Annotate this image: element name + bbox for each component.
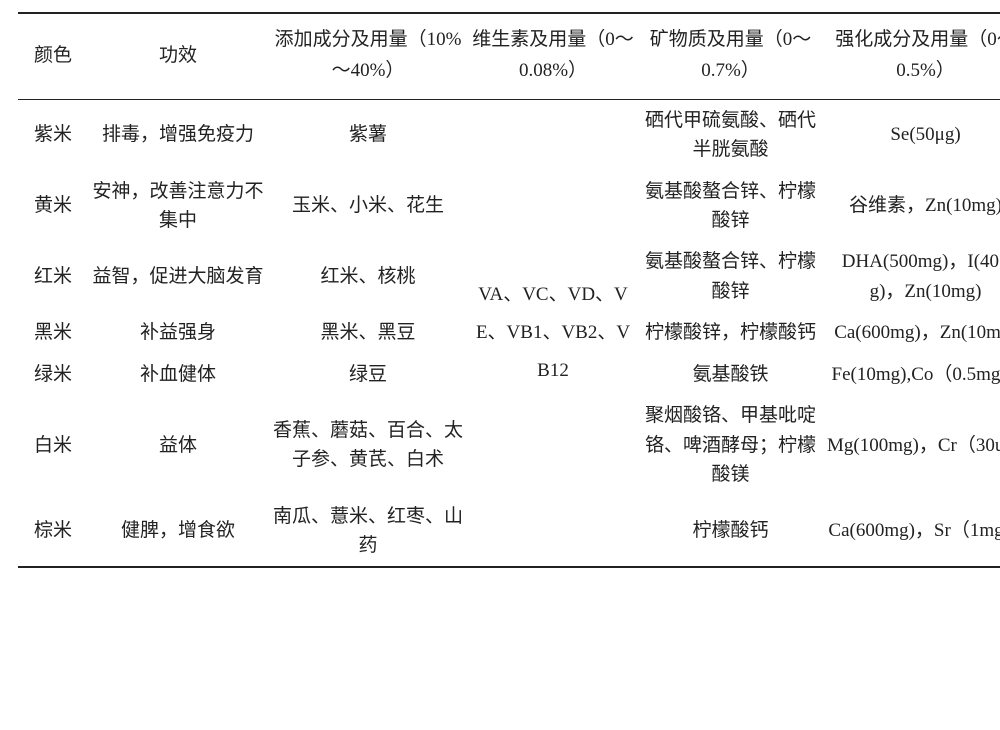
cell-fortify: Mg(100mg)，Cr（30ug） — [823, 395, 1000, 495]
cell-text: 黄米 — [34, 191, 72, 220]
header-text: 添加成分及用量（10%～40%） — [272, 24, 464, 87]
cell-color: 绿米 — [18, 354, 88, 395]
col-header-effect: 功效 — [88, 13, 268, 99]
cell-additive: 南瓜、薏米、红枣、山药 — [268, 496, 468, 568]
header-text: 维生素及用量（0～0.08%） — [472, 24, 634, 87]
cell-text: Fe(10mg),Co（0.5mg） — [832, 360, 1000, 389]
cell-text: 益智，促进大脑发育 — [92, 262, 263, 291]
cell-text: 氨基酸螯合锌、柠檬酸锌 — [642, 177, 819, 236]
cell-mineral: 柠檬酸钙 — [638, 496, 823, 568]
cell-additive: 黑米、黑豆 — [268, 312, 468, 353]
cell-text: 聚烟酸铬、甲基吡啶铬、啤酒酵母；柠檬酸镁 — [642, 401, 819, 489]
cell-additive: 红米、核桃 — [268, 241, 468, 312]
cell-fortify: Fe(10mg),Co（0.5mg） — [823, 354, 1000, 395]
cell-text: VA、VC、VD、VE、VB1、VB2、VB12 — [472, 276, 634, 390]
cell-text: 南瓜、薏米、红枣、山药 — [272, 502, 464, 561]
cell-text: 柠檬酸钙 — [692, 516, 768, 545]
cell-text: 玉米、小米、花生 — [292, 191, 444, 220]
cell-text: DHA(500mg)，I(40μg)，Zn(10mg) — [827, 247, 1000, 306]
cell-text: Ca(600mg)，Zn(10mg) — [834, 318, 1000, 347]
cell-text: 红米 — [34, 262, 72, 291]
col-header-vitamin: 维生素及用量（0～0.08%） — [468, 13, 638, 99]
cell-additive: 香蕉、蘑菇、百合、太子参、黄芪、白术 — [268, 395, 468, 495]
cell-text: 氨基酸螯合锌、柠檬酸锌 — [642, 247, 819, 306]
cell-effect: 益体 — [88, 395, 268, 495]
header-text: 强化成分及用量（0～0.5%） — [827, 24, 1000, 87]
cell-color: 紫米 — [18, 99, 88, 170]
cell-mineral: 柠檬酸锌，柠檬酸钙 — [638, 312, 823, 353]
cell-text: 柠檬酸锌，柠檬酸钙 — [645, 318, 816, 347]
cell-effect: 补血健体 — [88, 354, 268, 395]
cell-mineral: 聚烟酸铬、甲基吡啶铬、啤酒酵母；柠檬酸镁 — [638, 395, 823, 495]
cell-effect: 排毒，增强免疫力 — [88, 99, 268, 170]
cell-text: 益体 — [159, 431, 197, 460]
cell-text: Mg(100mg)，Cr（30ug） — [827, 431, 1000, 460]
cell-effect: 安神，改善注意力不集中 — [88, 171, 268, 242]
cell-text: 白米 — [34, 431, 72, 460]
col-header-mineral: 矿物质及用量（0～0.7%） — [638, 13, 823, 99]
cell-text: 补血健体 — [140, 360, 216, 389]
cell-mineral: 氨基酸铁 — [638, 354, 823, 395]
cell-vitamin-shared: VA、VC、VD、VE、VB1、VB2、VB12 — [468, 99, 638, 567]
col-header-additive: 添加成分及用量（10%～40%） — [268, 13, 468, 99]
cell-text: 硒代甲硫氨酸、硒代半胱氨酸 — [642, 106, 819, 165]
cell-text: 棕米 — [34, 516, 72, 545]
cell-fortify: Ca(600mg)，Zn(10mg) — [823, 312, 1000, 353]
cell-text: Se(50μg) — [890, 120, 960, 149]
cell-text: 氨基酸铁 — [692, 360, 768, 389]
cell-text: 绿豆 — [349, 360, 387, 389]
cell-color: 黑米 — [18, 312, 88, 353]
cell-fortify: 谷维素，Zn(10mg) — [823, 171, 1000, 242]
cell-additive: 绿豆 — [268, 354, 468, 395]
cell-fortify: DHA(500mg)，I(40μg)，Zn(10mg) — [823, 241, 1000, 312]
cell-mineral: 氨基酸螯合锌、柠檬酸锌 — [638, 171, 823, 242]
cell-text: 安神，改善注意力不集中 — [92, 177, 264, 236]
cell-additive: 紫薯 — [268, 99, 468, 170]
cell-text: 紫薯 — [349, 120, 387, 149]
cell-mineral: 硒代甲硫氨酸、硒代半胱氨酸 — [638, 99, 823, 170]
cell-mineral: 氨基酸螯合锌、柠檬酸锌 — [638, 241, 823, 312]
cell-color: 棕米 — [18, 496, 88, 568]
header-text: 功效 — [159, 40, 197, 71]
cell-text: 健脾，增食欲 — [121, 516, 235, 545]
cell-text: Ca(600mg)，Sr（1mg） — [828, 516, 1000, 545]
col-header-fortify: 强化成分及用量（0～0.5%） — [823, 13, 1000, 99]
cell-fortify: Ca(600mg)，Sr（1mg） — [823, 496, 1000, 568]
cell-effect: 补益强身 — [88, 312, 268, 353]
page: 颜色 功效 添加成分及用量（10%～40%） 维生素及用量（0～0.08%） 矿… — [0, 0, 1000, 730]
col-header-color: 颜色 — [18, 13, 88, 99]
cell-text: 红米、核桃 — [320, 262, 415, 291]
cell-color: 白米 — [18, 395, 88, 495]
cell-text: 黑米 — [34, 318, 72, 347]
cell-text: 紫米 — [34, 120, 72, 149]
cell-effect: 益智，促进大脑发育 — [88, 241, 268, 312]
cell-text: 香蕉、蘑菇、百合、太子参、黄芪、白术 — [272, 416, 464, 475]
table-row: 紫米 排毒，增强免疫力 紫薯 VA、VC、VD、VE、VB1、VB2、VB12 … — [18, 99, 1000, 170]
cell-fortify: Se(50μg) — [823, 99, 1000, 170]
table-head: 颜色 功效 添加成分及用量（10%～40%） 维生素及用量（0～0.08%） 矿… — [18, 13, 1000, 99]
cell-text: 谷维素，Zn(10mg) — [849, 191, 1000, 220]
cell-color: 黄米 — [18, 171, 88, 242]
cell-text: 排毒，增强免疫力 — [102, 120, 254, 149]
cell-color: 红米 — [18, 241, 88, 312]
cell-additive: 玉米、小米、花生 — [268, 171, 468, 242]
header-text: 颜色 — [34, 40, 72, 71]
cell-text: 黑米、黑豆 — [320, 318, 415, 347]
table-body: 紫米 排毒，增强免疫力 紫薯 VA、VC、VD、VE、VB1、VB2、VB12 … — [18, 99, 1000, 567]
header-text: 矿物质及用量（0～0.7%） — [642, 24, 819, 87]
cell-text: 补益强身 — [140, 318, 216, 347]
nutrition-table: 颜色 功效 添加成分及用量（10%～40%） 维生素及用量（0～0.08%） 矿… — [18, 12, 1000, 568]
cell-effect: 健脾，增食欲 — [88, 496, 268, 568]
cell-text: 绿米 — [34, 360, 72, 389]
